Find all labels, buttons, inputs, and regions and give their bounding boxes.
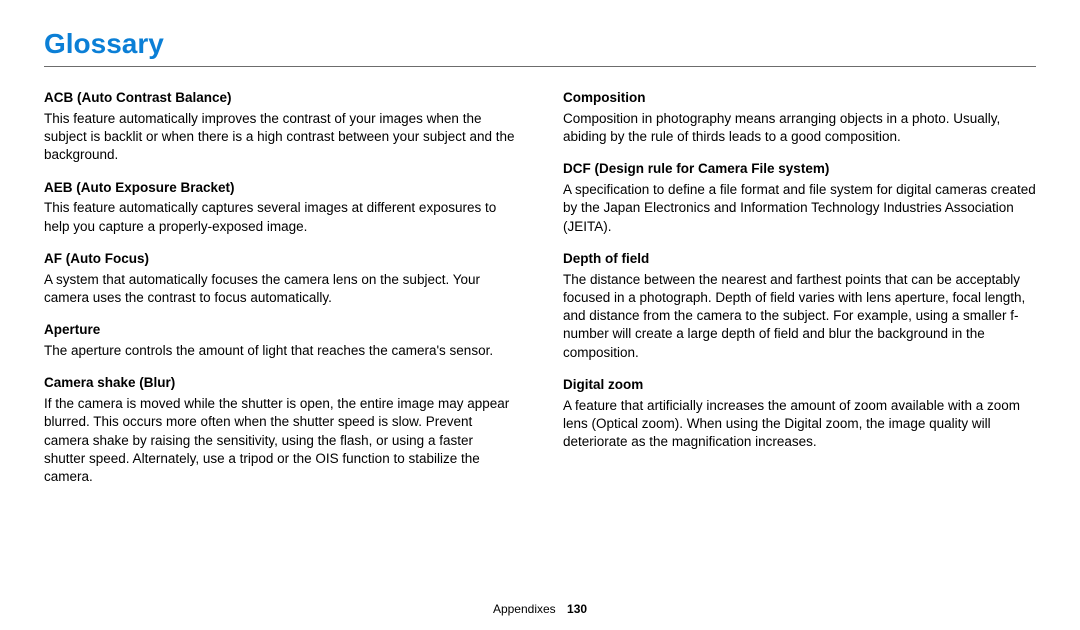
- entry-title: Camera shake (Blur): [44, 374, 517, 393]
- entry-body: The distance between the nearest and far…: [563, 271, 1036, 362]
- footer-section-label: Appendixes: [493, 602, 556, 616]
- glossary-entry: ACB (Auto Contrast Balance) This feature…: [44, 89, 517, 165]
- glossary-entry: AEB (Auto Exposure Bracket) This feature…: [44, 179, 517, 236]
- glossary-entry: Composition Composition in photography m…: [563, 89, 1036, 146]
- entry-title: Composition: [563, 89, 1036, 108]
- glossary-entry: Aperture The aperture controls the amoun…: [44, 321, 517, 360]
- entry-title: AF (Auto Focus): [44, 250, 517, 269]
- footer-page-number: 130: [567, 602, 587, 616]
- glossary-entry: Depth of field The distance between the …: [563, 250, 1036, 362]
- title-rule: [44, 66, 1036, 67]
- glossary-page: Glossary ACB (Auto Contrast Balance) Thi…: [0, 0, 1080, 630]
- entry-title: Digital zoom: [563, 376, 1036, 395]
- entry-body: A system that automatically focuses the …: [44, 271, 517, 307]
- entry-body: This feature automatically captures seve…: [44, 199, 517, 235]
- glossary-entry: AF (Auto Focus) A system that automatica…: [44, 250, 517, 307]
- entry-body: A specification to define a file format …: [563, 181, 1036, 236]
- entry-body: A feature that artificially increases th…: [563, 397, 1036, 452]
- right-column: Composition Composition in photography m…: [563, 89, 1036, 500]
- columns: ACB (Auto Contrast Balance) This feature…: [44, 89, 1036, 500]
- entry-title: DCF (Design rule for Camera File system): [563, 160, 1036, 179]
- entry-body: The aperture controls the amount of ligh…: [44, 342, 517, 360]
- glossary-entry: Camera shake (Blur) If the camera is mov…: [44, 374, 517, 486]
- entry-title: ACB (Auto Contrast Balance): [44, 89, 517, 108]
- glossary-entry: DCF (Design rule for Camera File system)…: [563, 160, 1036, 236]
- entry-title: Aperture: [44, 321, 517, 340]
- entry-title: Depth of field: [563, 250, 1036, 269]
- left-column: ACB (Auto Contrast Balance) This feature…: [44, 89, 517, 500]
- entry-body: This feature automatically improves the …: [44, 110, 517, 165]
- entry-body: If the camera is moved while the shutter…: [44, 395, 517, 486]
- entry-title: AEB (Auto Exposure Bracket): [44, 179, 517, 198]
- glossary-entry: Digital zoom A feature that artificially…: [563, 376, 1036, 452]
- page-title: Glossary: [44, 28, 1036, 66]
- entry-body: Composition in photography means arrangi…: [563, 110, 1036, 146]
- page-footer: Appendixes 130: [0, 602, 1080, 616]
